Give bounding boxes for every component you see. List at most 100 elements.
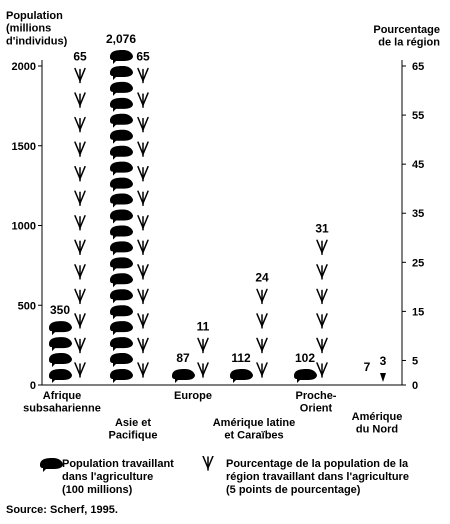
left-axis-title: Population (millions d'individus) [6, 10, 68, 47]
wheat-icon [197, 362, 209, 378]
worker-icon [49, 353, 72, 368]
percent-label: 65 [136, 50, 150, 64]
wheat-icon [202, 456, 214, 471]
wheat-icon [137, 337, 149, 354]
wheat-icon [137, 92, 149, 108]
worker-icon [110, 289, 133, 304]
right-tick-label-5: 5 [412, 355, 418, 367]
wheat-icon [197, 337, 209, 354]
worker-icon [230, 369, 253, 383]
percent-label: 65 [73, 50, 87, 64]
legend-wheat-text: Pourcentage de la population de la régio… [226, 458, 409, 496]
population-label: 350 [50, 303, 70, 317]
worker-icon [110, 129, 133, 144]
left-tick-label-500: 500 [18, 300, 36, 312]
worker-icon [110, 369, 133, 383]
wheat-icon [316, 239, 328, 256]
population-label: 112 [231, 351, 251, 365]
source-note: Source: Scherf, 1995. [6, 504, 118, 516]
wheat-icon [74, 165, 86, 182]
worker-icon [110, 50, 133, 64]
right-tick-label-55: 55 [412, 110, 424, 122]
wheat-icon [137, 264, 149, 280]
wheat-icon [316, 362, 328, 378]
right-tick-label-15: 15 [412, 306, 424, 318]
worker-icon [49, 321, 72, 336]
category-label: Proche-Orient [296, 390, 337, 415]
right-axis-title: Pourcentage de la région [373, 24, 440, 49]
worker-icon [110, 177, 133, 192]
wheat-icon [74, 67, 86, 84]
percent-label: 11 [197, 319, 210, 333]
wheat-icon [256, 362, 268, 378]
wheat-icon [137, 362, 149, 378]
worker-icon [110, 145, 133, 160]
wheat-icon [316, 337, 328, 354]
legend-worker-text: Population travaillant dans l'agricultur… [62, 458, 174, 496]
wheat-icon [74, 116, 86, 133]
wheat-icon [316, 288, 328, 305]
category-label: Asie et Pacifique [109, 417, 158, 442]
wheat-icon [74, 141, 86, 157]
worker-icon [110, 81, 133, 96]
worker-icon [110, 65, 133, 80]
percent-label: 24 [255, 270, 269, 284]
wheat-icon [74, 239, 86, 256]
wheat-icon [74, 92, 86, 108]
worker-icon [110, 273, 133, 288]
wheat-icon [74, 288, 86, 305]
right-tick-label-65: 65 [412, 61, 424, 73]
right-tick-label-35: 35 [412, 208, 424, 220]
worker-icon [49, 337, 72, 352]
wheat-icon [74, 264, 86, 280]
wheat-icon [137, 239, 149, 256]
wheat-icon [316, 264, 328, 280]
worker-icon [172, 369, 195, 383]
worker-icon [110, 97, 133, 112]
worker-icon [110, 353, 133, 368]
wheat-icon [137, 165, 149, 182]
left-tick-label-1000: 1000 [12, 221, 36, 233]
worker-icon [110, 209, 133, 224]
population-label: 87 [176, 351, 190, 365]
wheat-icon [137, 215, 149, 231]
worker-icon [110, 113, 133, 128]
worker-icon [110, 321, 133, 336]
wheat-icon [137, 313, 149, 329]
wheat-icon [74, 362, 86, 378]
wheat-icon [137, 190, 149, 206]
right-tick-label-0: 0 [412, 380, 418, 392]
percent-label: 3 [380, 354, 387, 368]
wheat-icon [380, 373, 386, 382]
right-tick-label-25: 25 [412, 257, 424, 269]
left-tick-label-2000: 2000 [12, 61, 36, 73]
worker-icon [294, 369, 317, 383]
wheat-icon [137, 288, 149, 305]
wheat-icon [256, 337, 268, 354]
wheat-icon [74, 190, 86, 206]
worker-icon [110, 241, 133, 256]
percent-label: 31 [315, 221, 329, 235]
wheat-icon [74, 337, 86, 354]
worker-icon [110, 161, 133, 176]
population-label: 7 [364, 360, 371, 374]
category-label: Amérique latine et Caraïbes [213, 417, 296, 442]
wheat-icon [74, 215, 86, 231]
population-label: 102 [295, 351, 315, 365]
wheat-icon [316, 313, 328, 329]
right-tick-label-45: 45 [412, 159, 424, 171]
worker-icon [49, 369, 72, 383]
worker-icon [110, 337, 133, 352]
worker-icon [110, 225, 133, 240]
worker-icon [110, 257, 133, 272]
worker-icon [110, 305, 133, 320]
wheat-icon [137, 67, 149, 84]
left-tick-label-0: 0 [30, 380, 36, 392]
category-label: Afrique subsaharienne [23, 390, 101, 415]
category-label: Amérique du Nord [352, 411, 403, 436]
population-label: 2,076 [106, 32, 136, 46]
wheat-icon [137, 141, 149, 157]
wheat-icon [137, 116, 149, 133]
category-label: Europe [174, 390, 212, 402]
